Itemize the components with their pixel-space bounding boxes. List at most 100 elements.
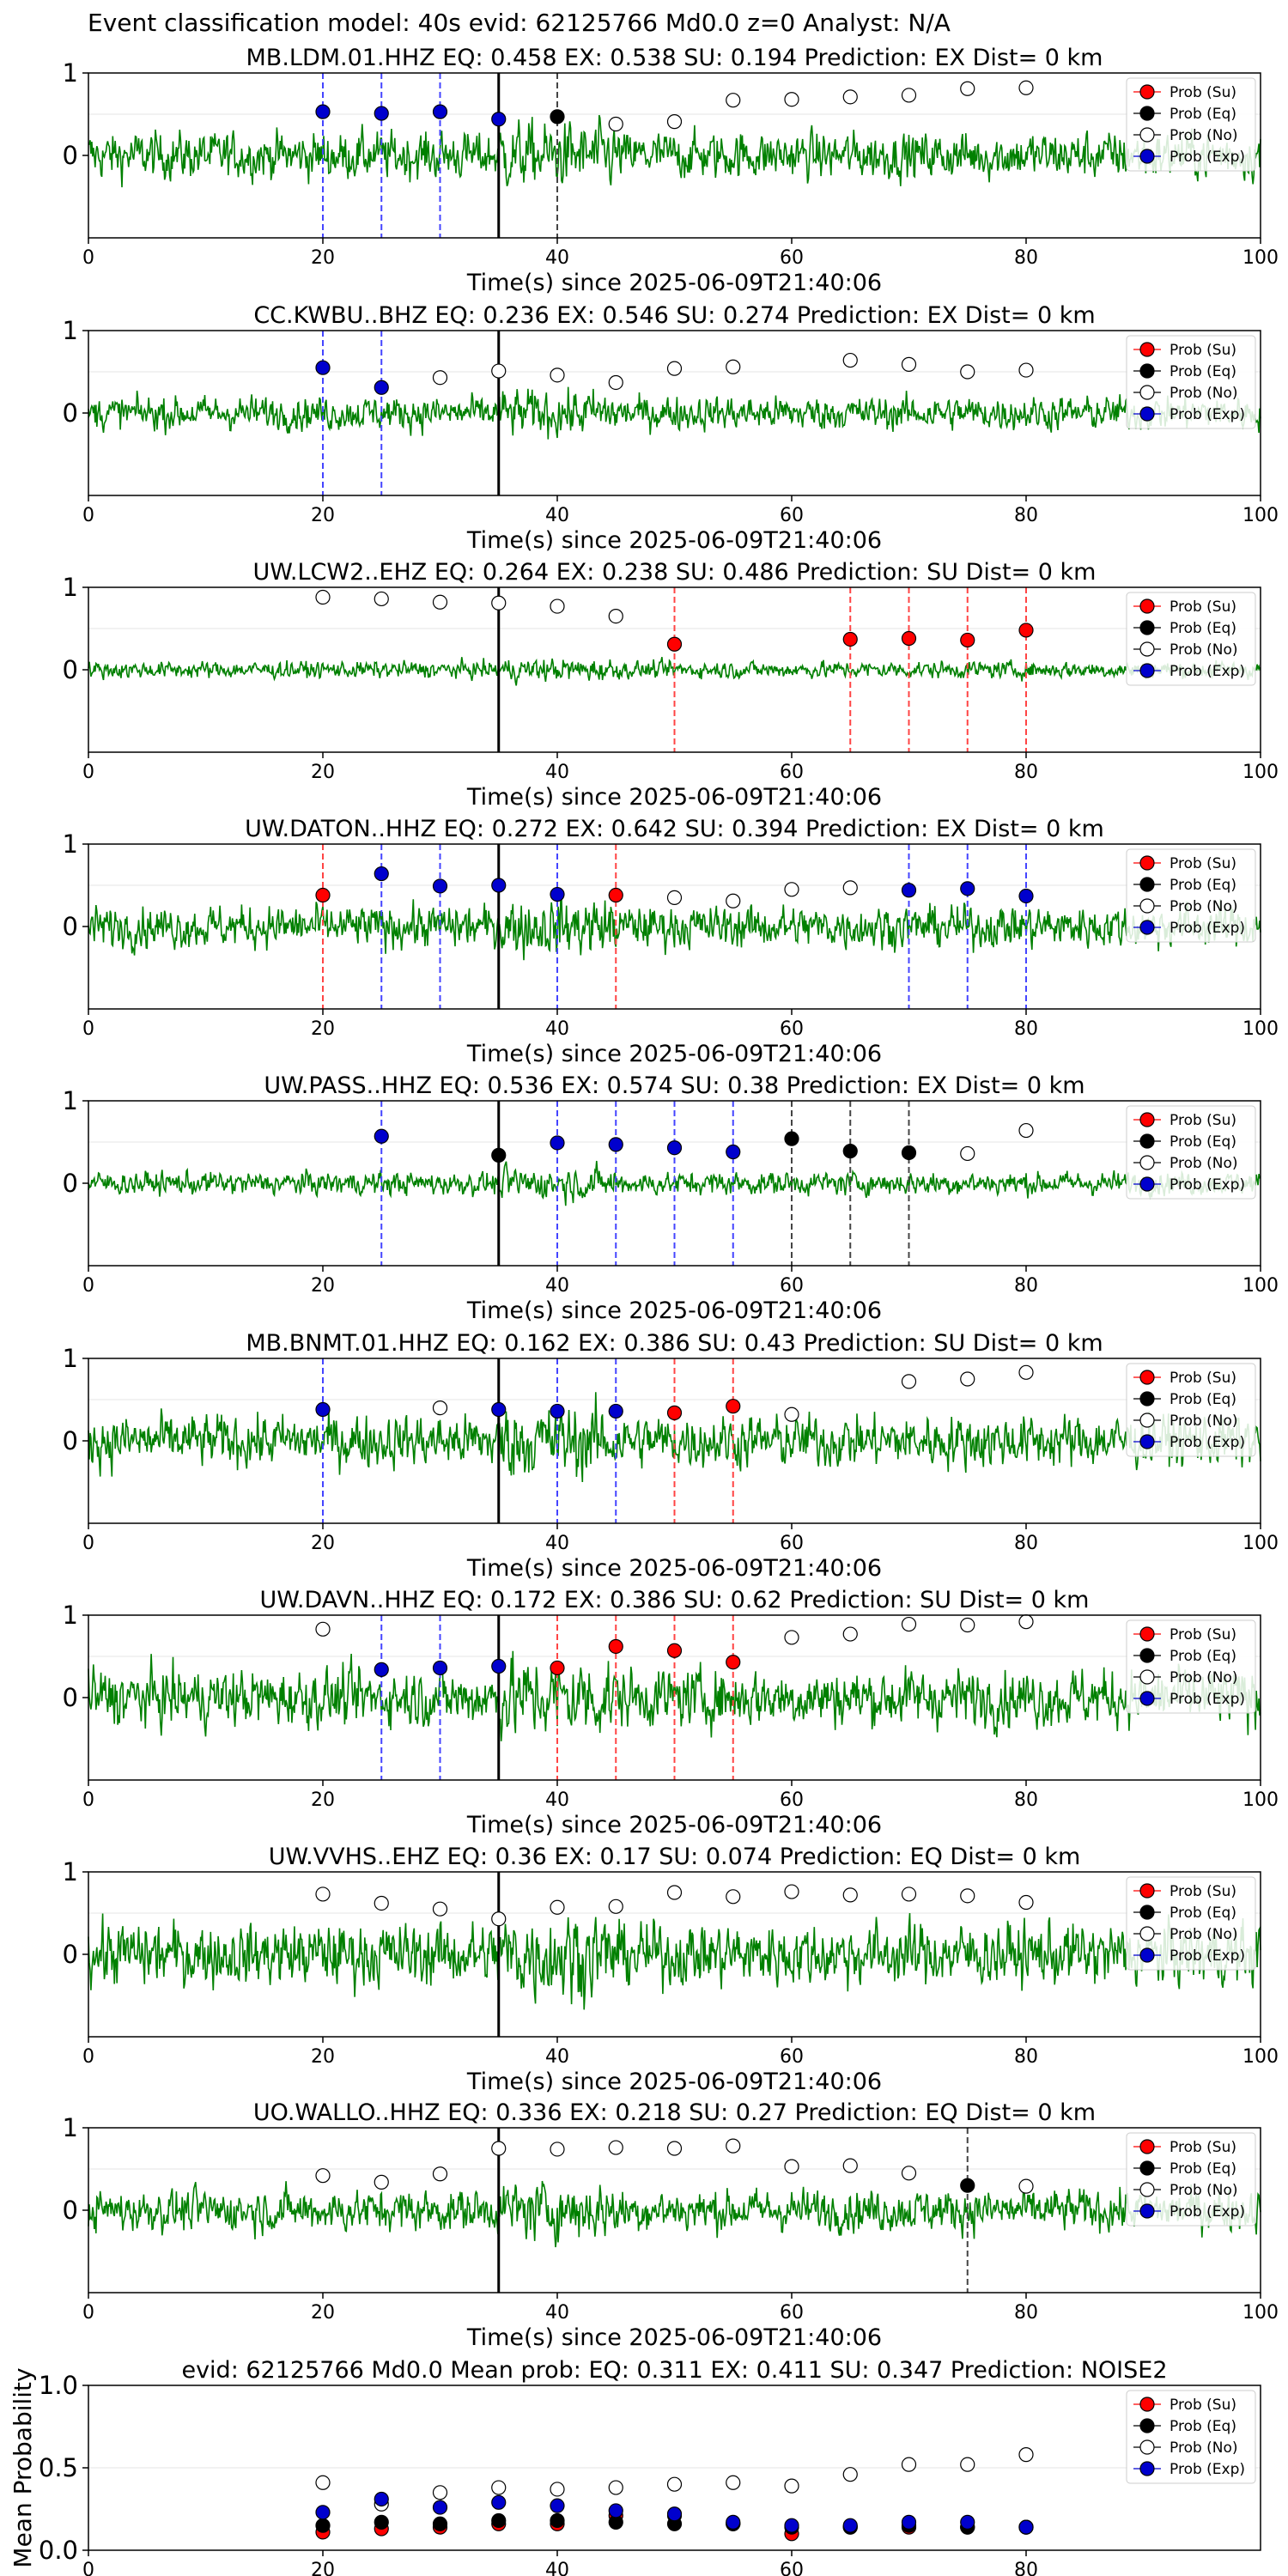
x-tick-label: 60 xyxy=(780,1789,804,1811)
x-tick-label: 60 xyxy=(780,2302,804,2324)
x-tick-label: 60 xyxy=(780,505,804,526)
data-point-exp xyxy=(491,1658,507,1674)
data-point-exp xyxy=(491,1401,507,1418)
data-point-eq xyxy=(842,1143,858,1159)
x-tick-label: 0 xyxy=(82,247,94,269)
data-point-eq xyxy=(491,2512,507,2529)
data-point-exp xyxy=(374,380,389,395)
x-tick-label: 40 xyxy=(545,505,569,526)
data-point-exp xyxy=(1018,888,1034,904)
legend-marker-eq xyxy=(1139,2160,1155,2176)
panel-6: MB.BNMT.01.HHZ EQ: 0.162 EX: 0.386 SU: 0… xyxy=(63,1330,1279,1582)
data-point-no xyxy=(608,2140,623,2155)
panel-8: UW.VVHS..EHZ EQ: 0.36 EX: 0.17 SU: 0.074… xyxy=(63,1844,1279,2095)
data-point-no xyxy=(432,370,448,386)
legend-box xyxy=(1126,2390,1256,2484)
legend-marker-no xyxy=(1139,127,1155,143)
waveform-trace xyxy=(88,386,1261,440)
data-point-su xyxy=(550,1660,565,1676)
x-tick-label: 20 xyxy=(311,247,335,269)
legend-label-su: Prob (Su) xyxy=(1170,1883,1236,1900)
legend-marker-eq xyxy=(1139,1648,1155,1663)
x-tick-label: 20 xyxy=(311,1275,335,1297)
data-point-exp xyxy=(432,1660,448,1676)
data-point-exp xyxy=(374,2491,389,2507)
data-point-no xyxy=(1018,2178,1034,2194)
data-point-no xyxy=(842,1626,858,1642)
legend-label-exp: Prob (Exp) xyxy=(1170,663,1245,680)
legend-label-exp: Prob (Exp) xyxy=(1170,1176,1245,1194)
x-tick-label: 20 xyxy=(311,1018,335,1040)
y-axis-label: Mean Probability xyxy=(9,2367,37,2567)
legend-label-exp: Prob (Exp) xyxy=(1170,149,1245,166)
data-point-no xyxy=(726,2475,741,2490)
y-tick-label: 0 xyxy=(63,398,78,428)
panel-5: UW.PASS..HHZ EQ: 0.536 EX: 0.574 SU: 0.3… xyxy=(63,1072,1279,1324)
data-point-su xyxy=(608,887,623,903)
data-point-eq xyxy=(784,1131,799,1146)
legend-box xyxy=(1126,1363,1256,1457)
panel-title: UW.VVHS..EHZ EQ: 0.36 EX: 0.17 SU: 0.074… xyxy=(269,1844,1081,1870)
x-tick-label: 60 xyxy=(780,762,804,783)
data-point-no xyxy=(784,92,799,107)
data-point-no xyxy=(1018,2447,1034,2463)
data-point-no xyxy=(1018,1614,1034,1630)
data-point-no xyxy=(491,2141,507,2156)
waveform-trace xyxy=(88,1912,1261,2010)
data-point-no xyxy=(491,2480,507,2495)
x-axis-label: Time(s) since 2025-06-09T21:40:06 xyxy=(466,784,882,811)
y-tick-label: 0 xyxy=(63,1169,78,1198)
legend-marker-su xyxy=(1139,342,1155,357)
x-tick-label: 80 xyxy=(1014,2046,1038,2068)
data-point-no xyxy=(315,2168,331,2184)
panel-title: evid: 62125766 Md0.0 Mean prob: EQ: 0.31… xyxy=(181,2357,1167,2384)
data-point-no xyxy=(960,1145,975,1162)
data-point-no xyxy=(315,589,331,605)
legend-box xyxy=(1126,1105,1256,1200)
x-tick-label: 0 xyxy=(82,1789,94,1811)
panel-9: UO.WALLO..HHZ EQ: 0.336 EX: 0.218 SU: 0.… xyxy=(63,2099,1279,2351)
legend-marker-no xyxy=(1139,1669,1155,1685)
legend-label-no: Prob (No) xyxy=(1170,1413,1238,1430)
legend-marker-eq xyxy=(1139,620,1155,635)
data-point-su xyxy=(666,1405,683,1420)
data-point-eq xyxy=(374,2514,389,2530)
data-point-eq xyxy=(901,1145,917,1161)
x-tick-label: 0 xyxy=(82,2046,94,2068)
legend-marker-no xyxy=(1139,2182,1155,2197)
legend-marker-exp xyxy=(1139,920,1155,935)
panel-3: UW.LCW2..EHZ EQ: 0.264 EX: 0.238 SU: 0.4… xyxy=(63,559,1279,811)
x-tick-label: 40 xyxy=(545,1789,569,1811)
legend-marker-no xyxy=(1139,1413,1155,1428)
x-tick-label: 100 xyxy=(1242,2046,1279,2068)
data-point-no xyxy=(842,1887,858,1903)
legend-label-eq: Prob (Eq) xyxy=(1170,877,1236,894)
y-tick-label: 0 xyxy=(63,1940,78,1969)
data-point-no xyxy=(550,1899,565,1915)
legend-label-su: Prob (Su) xyxy=(1170,855,1236,872)
legend-label-no: Prob (No) xyxy=(1170,385,1238,402)
legend-marker-exp xyxy=(1139,406,1155,422)
legend-label-exp: Prob (Exp) xyxy=(1170,920,1245,937)
x-axis-label: Time(s) since 2025-06-09T21:40:06 xyxy=(466,1297,882,1324)
y-tick-label: 1 xyxy=(63,1086,78,1115)
legend-label-eq: Prob (Eq) xyxy=(1170,363,1236,380)
x-tick-label: 100 xyxy=(1242,505,1279,526)
legend-marker-exp xyxy=(1139,1947,1155,1963)
panel-title: UW.DAVN..HHZ EQ: 0.172 EX: 0.386 SU: 0.6… xyxy=(260,1587,1090,1613)
legend-marker-no xyxy=(1139,898,1155,914)
waveform-trace xyxy=(88,657,1261,686)
data-point-exp xyxy=(726,1144,741,1160)
legend-label-no: Prob (No) xyxy=(1170,2182,1238,2199)
data-point-no xyxy=(901,88,917,103)
data-point-no xyxy=(315,1886,331,1902)
x-tick-label: 80 xyxy=(1014,1789,1038,1811)
data-point-no xyxy=(726,93,741,108)
x-tick-label: 100 xyxy=(1242,2302,1279,2324)
waveform-trace xyxy=(88,114,1261,188)
data-point-no xyxy=(901,1616,917,1632)
data-point-exp xyxy=(432,104,448,119)
data-point-no xyxy=(842,352,858,368)
legend-marker-eq xyxy=(1139,1905,1155,1920)
legend-marker-eq xyxy=(1139,106,1155,121)
